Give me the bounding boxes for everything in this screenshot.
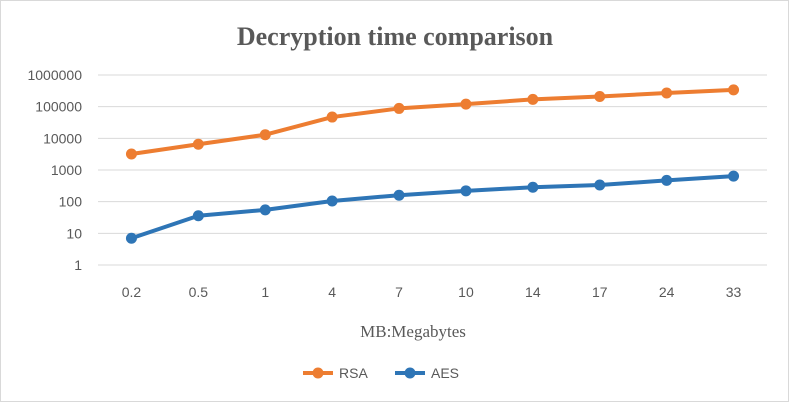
x-axis-ticks: 0.2 0.5 1 4 7 10 14 17 24 33 (122, 284, 742, 300)
data-point-rsa (460, 98, 472, 110)
y-tick-label: 1000 (51, 162, 82, 178)
series-aes (125, 170, 740, 244)
legend-marker (312, 367, 324, 379)
y-tick-label: 1 (74, 257, 82, 273)
y-axis-ticks: 1 10 100 1000 10000 100000 1000000 (27, 67, 82, 273)
data-point-rsa (594, 90, 606, 102)
legend-item-rsa: RSA (303, 365, 368, 381)
data-point-rsa (527, 93, 539, 105)
x-tick-label: 0.5 (189, 284, 209, 300)
y-tick-label: 10000 (43, 130, 82, 146)
data-point-aes (125, 232, 137, 244)
data-point-rsa (259, 129, 271, 141)
series-rsa (125, 84, 740, 160)
x-tick-label: 14 (525, 284, 541, 300)
legend-item-aes: AES (395, 365, 459, 381)
data-point-aes (326, 195, 338, 207)
x-tick-label: 17 (592, 284, 608, 300)
x-tick-label: 33 (726, 284, 742, 300)
series-line-aes (129, 174, 736, 241)
data-point-aes (728, 170, 740, 182)
data-point-aes (661, 174, 673, 186)
x-tick-label: 24 (659, 284, 675, 300)
legend-label: RSA (339, 365, 368, 381)
legend: RSA AES (303, 365, 459, 381)
chart-title: Decryption time comparison (237, 22, 554, 51)
x-tick-label: 0.2 (122, 284, 142, 300)
data-point-aes (527, 181, 539, 193)
series-layer (125, 84, 740, 244)
data-point-aes (393, 189, 405, 201)
data-point-rsa (125, 148, 137, 160)
gridlines (98, 74, 767, 266)
data-point-aes (460, 185, 472, 197)
data-point-rsa (728, 84, 740, 96)
x-tick-label: 1 (261, 284, 269, 300)
y-tick-label: 100 (59, 194, 83, 210)
data-point-rsa (326, 111, 338, 123)
data-point-rsa (393, 102, 405, 114)
data-point-aes (259, 204, 271, 216)
y-tick-label: 1000000 (27, 67, 82, 83)
y-tick-label: 10 (66, 225, 82, 241)
x-tick-label: 4 (328, 284, 336, 300)
x-tick-label: 10 (458, 284, 474, 300)
legend-marker (404, 367, 416, 379)
data-point-aes (594, 179, 606, 191)
data-point-rsa (192, 138, 204, 150)
y-tick-label: 100000 (35, 99, 82, 115)
data-point-aes (192, 210, 204, 222)
series-line-rsa (129, 87, 736, 157)
legend-label: AES (431, 365, 459, 381)
x-axis-label: MB:Megabytes (360, 322, 466, 341)
data-point-rsa (661, 87, 673, 99)
x-tick-label: 7 (395, 284, 403, 300)
